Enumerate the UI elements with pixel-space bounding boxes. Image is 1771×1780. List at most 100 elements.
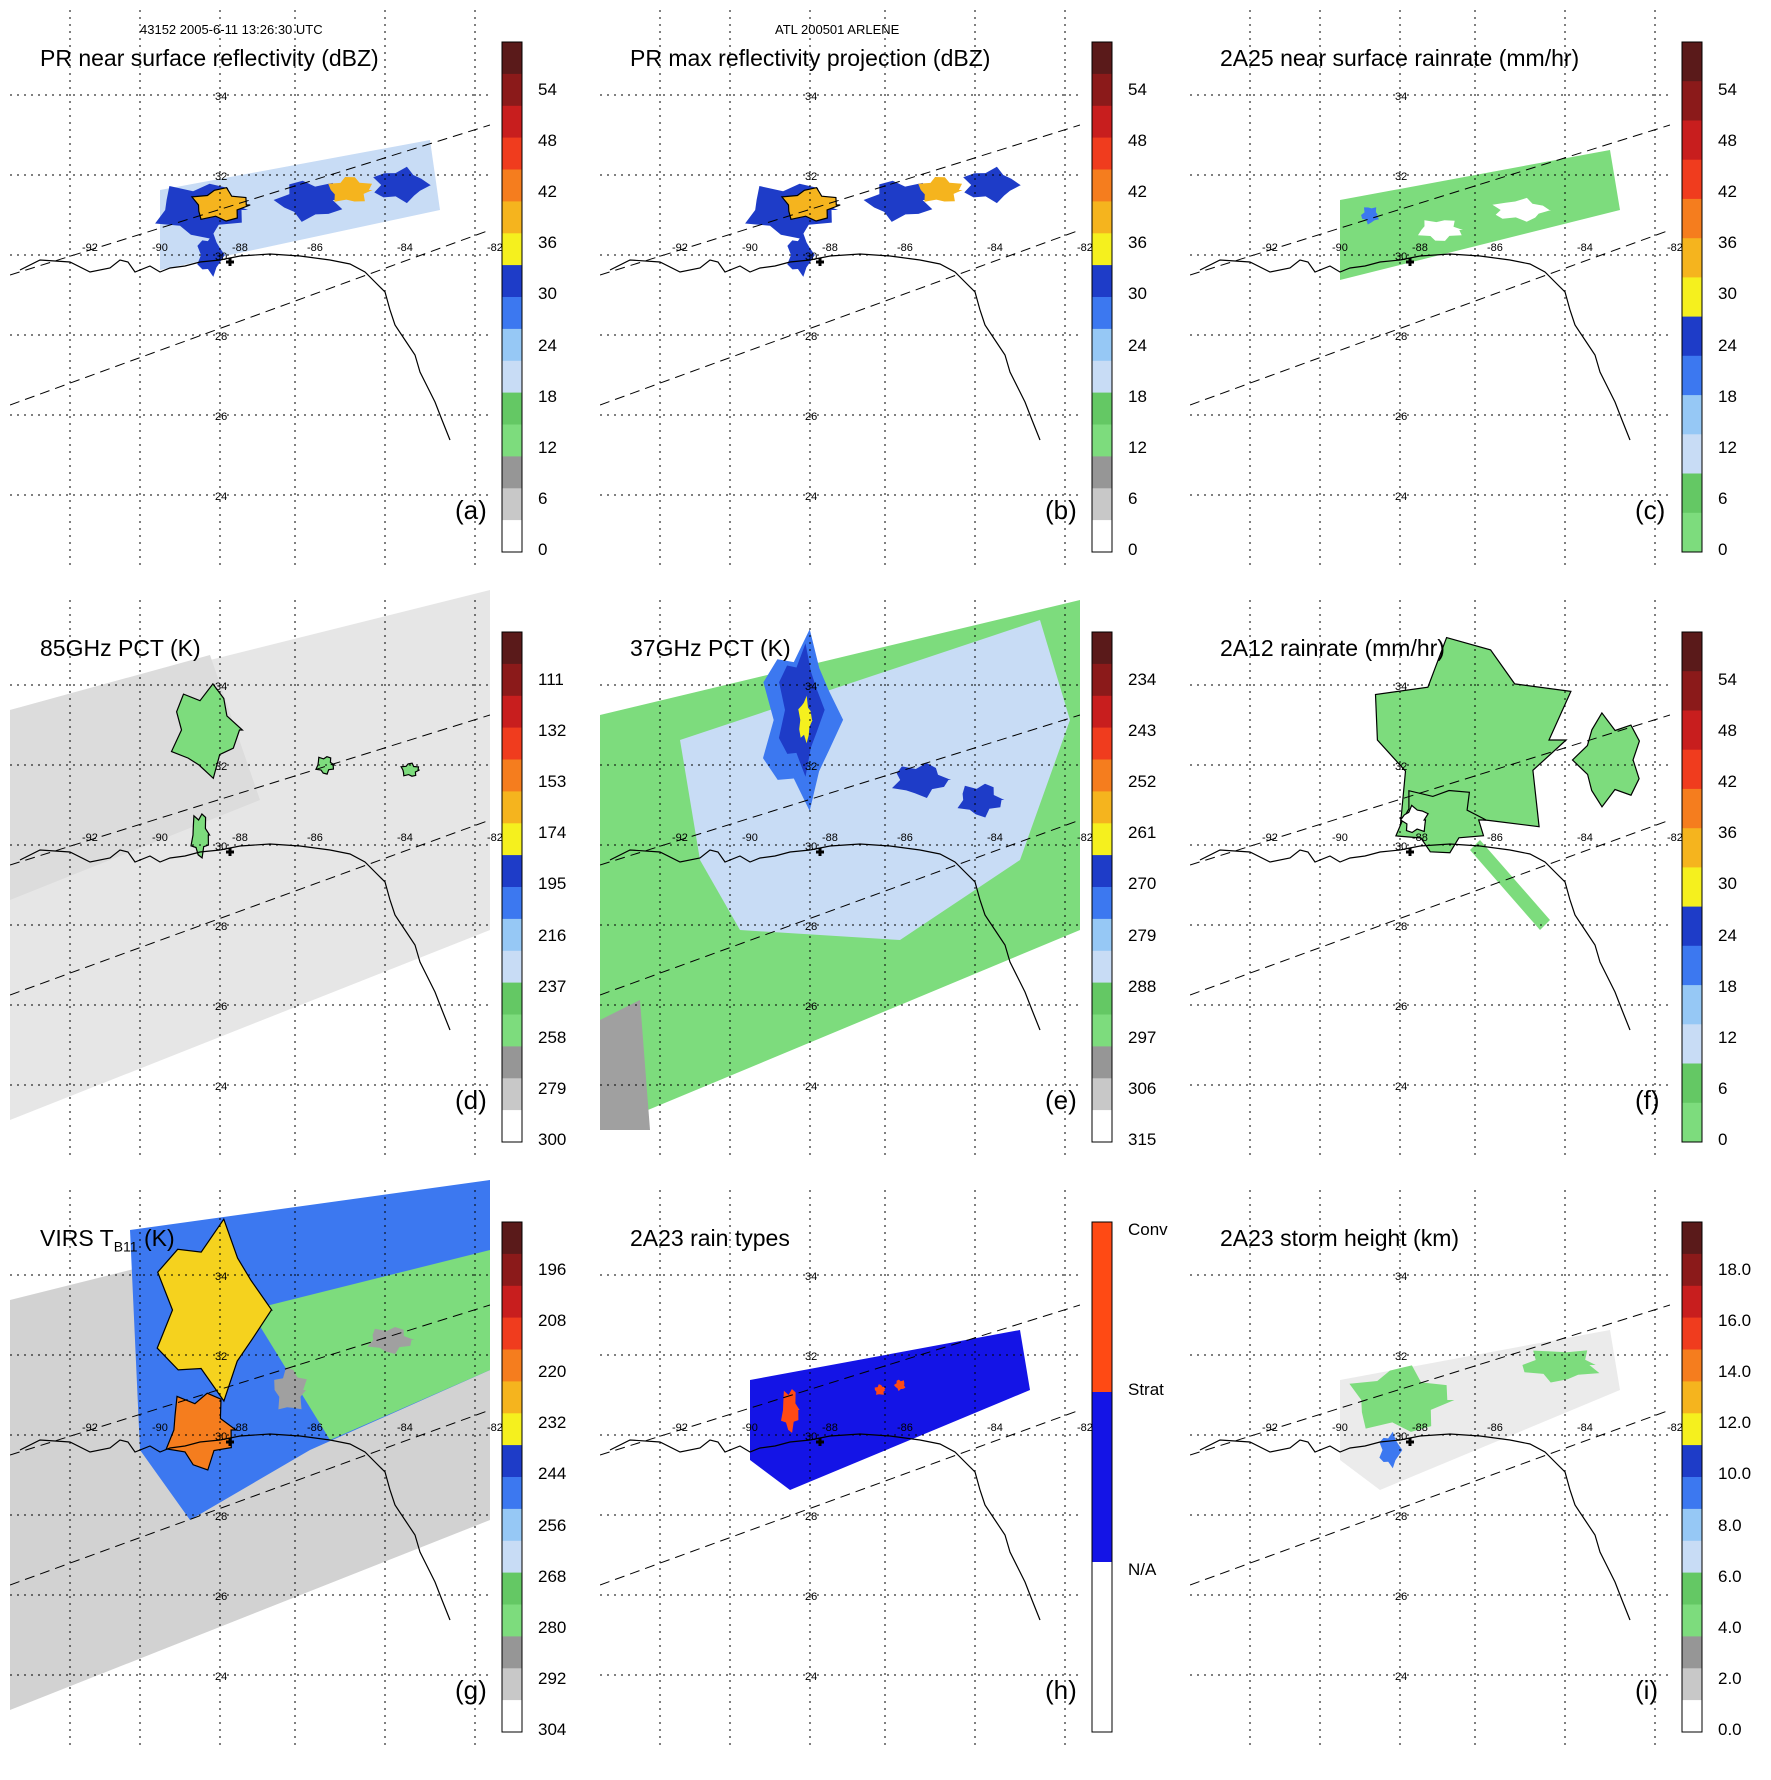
colorbar-segment: [1682, 710, 1702, 751]
colorbar-tick: 244: [538, 1464, 567, 1484]
colorbar-segment: [1092, 950, 1112, 984]
colorbar-tick: 18: [1718, 386, 1737, 406]
colorbar-tick: 12: [538, 437, 557, 457]
lat-label: 26: [1395, 1591, 1408, 1603]
colorbar-segment: [502, 105, 522, 139]
colorbar: 54 48 42 36 30 24 18 12 6 0: [500, 40, 630, 560]
storm-center-icon: [226, 1438, 234, 1446]
colorbar-segment: [502, 823, 522, 856]
lon-label: -84: [987, 242, 1003, 254]
storm-center-icon: [226, 258, 234, 266]
panel-title: 2A12 rainrate (mm/hr): [1220, 635, 1445, 661]
colorbar-tick: 256: [538, 1515, 567, 1535]
lat-label: 24: [215, 491, 228, 503]
colorbar-segment: [1682, 1413, 1702, 1446]
lat-label: 26: [805, 1001, 818, 1013]
map-e: [600, 600, 1080, 1160]
colorbar-tick: 36: [1128, 233, 1147, 253]
map-d: [10, 590, 490, 1160]
colorbar-segment: [1092, 360, 1112, 394]
colorbar-segment: [1092, 1562, 1112, 1733]
lat-label: 30: [805, 1431, 818, 1443]
lon-label: -86: [307, 832, 323, 844]
lon-label: -90: [1332, 1422, 1348, 1434]
lon-label: -86: [897, 1422, 913, 1434]
lon-label: -84: [397, 1422, 413, 1434]
colorbar-tick: 30: [1128, 284, 1147, 304]
colorbar-tick: 234: [1128, 670, 1157, 689]
colorbar-segment: [502, 360, 522, 394]
colorbar-segment: [502, 1317, 522, 1350]
lat-label: 26: [1395, 411, 1408, 423]
colorbar: 54 48 42 36 30 24 18 12 6 0: [1680, 630, 1771, 1150]
colorbar-tick: 153: [538, 772, 567, 792]
colorbar-segment: [1092, 42, 1112, 75]
colorbar-tick: 24: [538, 335, 557, 355]
lon-label: -88: [822, 242, 838, 254]
panel-tag: (h): [1045, 1675, 1077, 1705]
colorbar-segment: [1682, 1477, 1702, 1510]
lat-label: 32: [215, 761, 228, 773]
panel-tag: (b): [1045, 495, 1077, 525]
colorbar-tick: 18: [538, 386, 557, 406]
colorbar-tick: 0: [1718, 1130, 1728, 1149]
colorbar-segment: [1682, 671, 1702, 711]
colorbar-tick: 297: [1128, 1027, 1157, 1047]
colorbar-tick: 195: [538, 874, 567, 894]
lon-label: -84: [397, 242, 413, 254]
lat-label: 32: [215, 1351, 228, 1363]
colorbar-tick: 132: [538, 721, 567, 741]
lat-label: 24: [805, 491, 818, 503]
lon-label: -86: [1487, 832, 1503, 844]
lon-label: -84: [1577, 242, 1593, 254]
panel-tag: (g): [455, 1675, 487, 1705]
colorbar-segment: [502, 855, 522, 888]
colorbar-tick: 237: [538, 976, 567, 996]
colorbar-segment: [502, 520, 522, 553]
panel-a: 34 32 30 28 26 24 -92 -90 -88 -86 -84 -82 PR near su…: [10, 0, 600, 600]
colorbar-segment: [1092, 201, 1112, 234]
colorbar: 54 48 42 36 30 24 18 12 6 0: [1090, 40, 1220, 560]
colorbar-tick: 12: [1718, 1027, 1737, 1047]
colorbar-segment: [502, 233, 522, 266]
colorbar-segment: [1682, 277, 1702, 318]
colorbar-segment: [1092, 791, 1112, 824]
storm-center-icon: [816, 848, 824, 856]
colorbar-segment: [1092, 695, 1112, 729]
colorbar-segment: [502, 297, 522, 330]
colorbar-tick: 243: [1128, 721, 1157, 741]
colorbar-tick: 0.0: [1718, 1720, 1742, 1739]
colorbar-segment: [1682, 1222, 1702, 1255]
panel-tag: (d): [455, 1085, 487, 1115]
lon-label: -86: [897, 832, 913, 844]
colorbar-tick: 232: [538, 1413, 567, 1433]
colorbar-segment: [1682, 1349, 1702, 1382]
colorbar-segment: [1682, 749, 1702, 790]
colorbar-segment: [502, 695, 522, 729]
colorbar-tick: 288: [1128, 976, 1157, 996]
colorbar-segment: [502, 791, 522, 824]
lat-label: 26: [215, 411, 228, 423]
lat-label: 26: [215, 1591, 228, 1603]
colorbar-tick: 36: [1718, 233, 1737, 253]
lat-label: 24: [805, 1671, 818, 1683]
colorbar-tick: N/A: [1128, 1560, 1157, 1579]
colorbar-tick: 279: [538, 1078, 567, 1098]
lat-label: 32: [215, 171, 228, 183]
lat-label: 34: [1395, 681, 1408, 693]
colorbar-segment: [1092, 759, 1112, 792]
colorbar-segment: [502, 1110, 522, 1143]
lat-label: 34: [215, 91, 228, 103]
map-b: [600, 10, 1080, 570]
colorbar-tick: 42: [1718, 772, 1737, 792]
panel-title: 2A23 storm height (km): [1220, 1225, 1460, 1251]
lon-label: -82: [1667, 1422, 1683, 1434]
lat-label: 34: [1395, 91, 1408, 103]
lat-label: 30: [805, 841, 818, 853]
colorbar-tick: 0: [1128, 540, 1138, 559]
colorbar-segment: [1682, 1668, 1702, 1701]
colorbar-segment: [502, 1636, 522, 1669]
lat-label: 28: [805, 1511, 818, 1523]
colorbar-segment: [1682, 828, 1702, 868]
colorbar-segment: [502, 1477, 522, 1510]
